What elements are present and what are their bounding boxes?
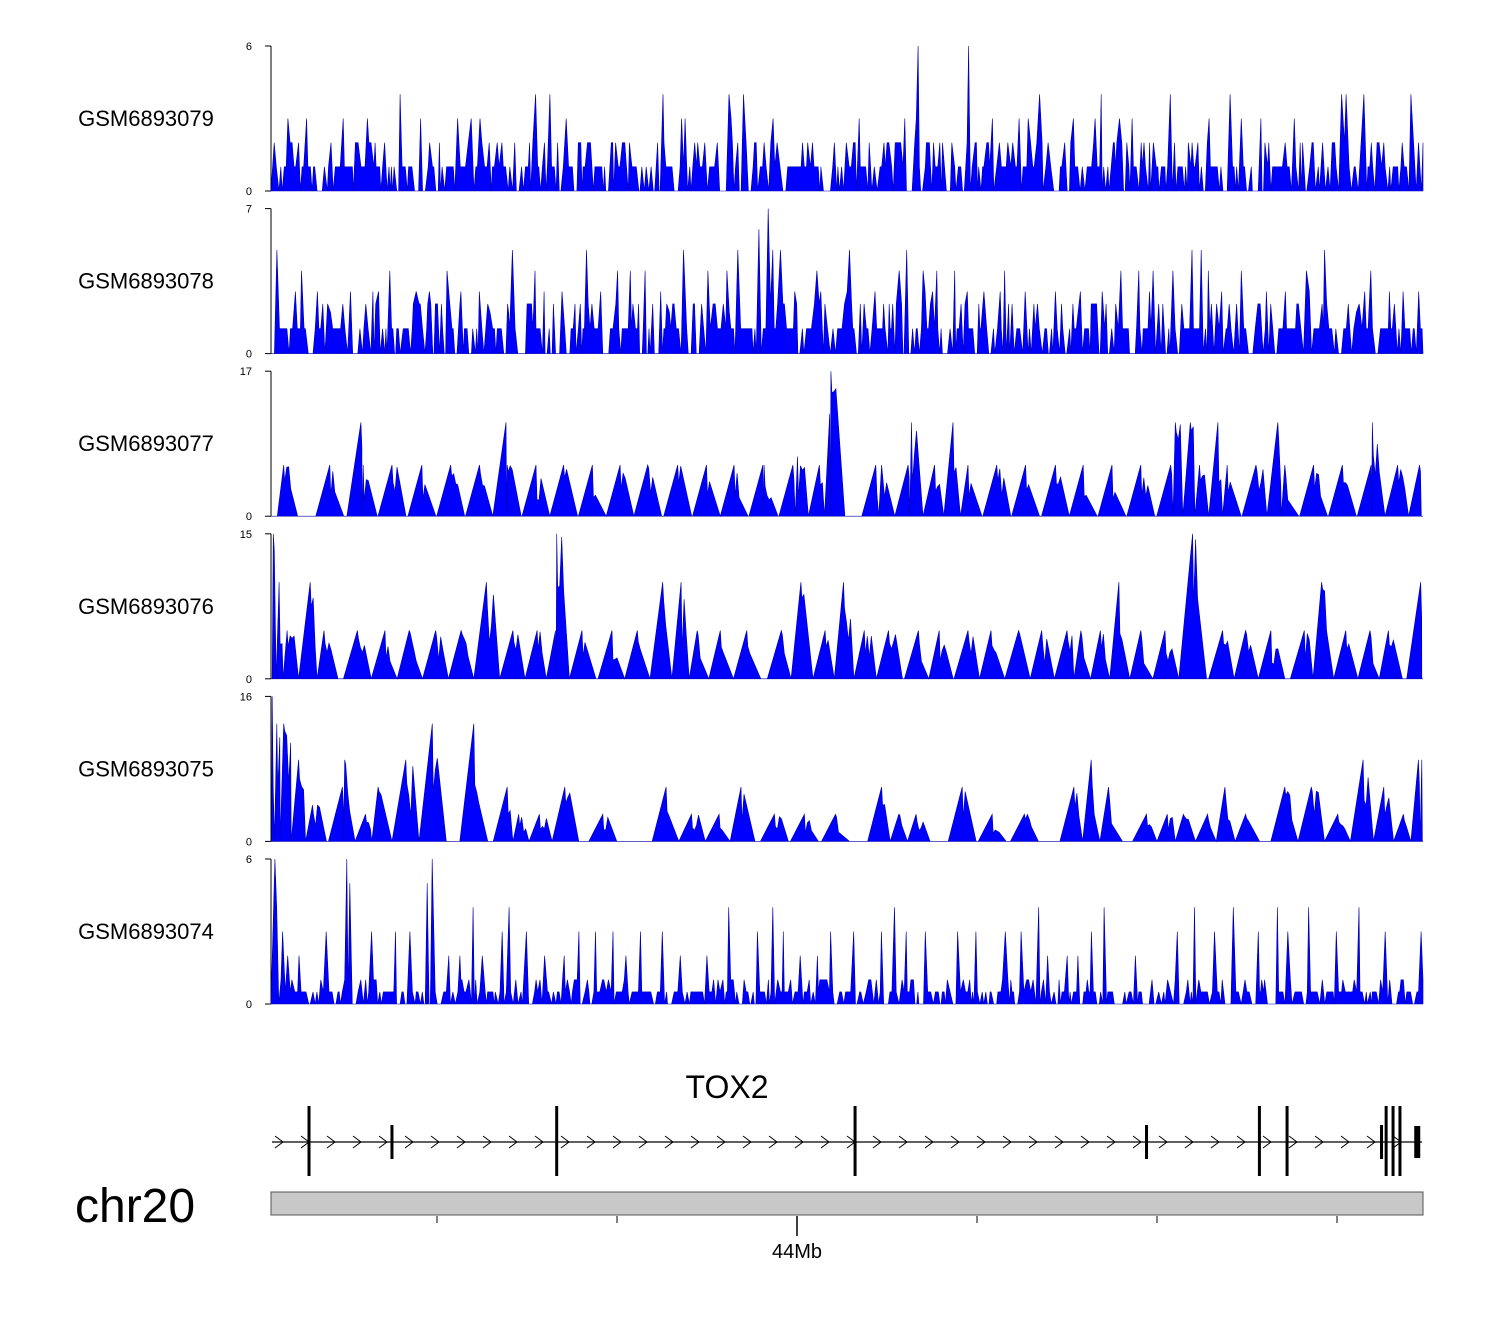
track-label: GSM6893076 xyxy=(78,594,214,619)
y-max-label: 15 xyxy=(240,529,252,541)
strand-arrow xyxy=(560,1135,570,1149)
exon xyxy=(1384,1106,1388,1176)
strand-arrow xyxy=(1002,1135,1012,1149)
gene-exons xyxy=(307,1106,1421,1176)
strand-arrow xyxy=(1132,1135,1142,1149)
strand-arrow xyxy=(924,1135,934,1149)
strand-arrow xyxy=(1262,1135,1272,1149)
strand-arrow xyxy=(534,1135,544,1149)
strand-arrow xyxy=(612,1135,622,1149)
y-min-label: 0 xyxy=(246,674,252,686)
signal-area xyxy=(271,371,1423,518)
track-GSM6893075: GSM6893075 16 0 xyxy=(78,691,1423,848)
signal-area xyxy=(271,208,1424,354)
exon xyxy=(1391,1106,1395,1176)
strand-arrow xyxy=(872,1135,882,1149)
strand-arrow xyxy=(352,1135,362,1149)
strand-arrow xyxy=(1340,1135,1350,1149)
y-max-label: 6 xyxy=(246,41,252,53)
strand-arrow xyxy=(1288,1135,1298,1149)
strand-arrow xyxy=(690,1135,700,1149)
strand-arrow xyxy=(768,1135,778,1149)
strand-arrow xyxy=(456,1135,466,1149)
exon xyxy=(1145,1125,1149,1159)
y-min-label: 0 xyxy=(246,999,252,1011)
track-label: GSM6893078 xyxy=(78,269,214,294)
signal-tracks: GSM689307960GSM689307870GSM6893077170GSM… xyxy=(78,41,1424,1011)
strand-arrow xyxy=(638,1135,648,1149)
y-min-label: 0 xyxy=(246,836,252,848)
exon xyxy=(390,1125,394,1159)
track-GSM6893076: GSM6893076 15 0 xyxy=(78,529,1423,686)
y-max-label: 16 xyxy=(240,691,252,703)
strand-arrow xyxy=(742,1135,752,1149)
y-max-label: 17 xyxy=(240,366,252,378)
strand-arrow xyxy=(898,1135,908,1149)
strand-arrow xyxy=(586,1135,596,1149)
strand-arrow xyxy=(482,1135,492,1149)
signal-area xyxy=(271,533,1423,680)
strand-arrow xyxy=(508,1135,518,1149)
strand-arrow xyxy=(1158,1135,1168,1149)
strand-arrow xyxy=(664,1135,674,1149)
chromosome-axis: chr20 44Mb xyxy=(75,1180,1424,1263)
strand-arrow xyxy=(820,1135,830,1149)
track-GSM6893079: GSM6893079 6 0 xyxy=(78,41,1424,198)
track-label: GSM6893079 xyxy=(78,106,214,131)
y-min-label: 0 xyxy=(246,511,252,523)
track-GSM6893074: GSM6893074 6 0 xyxy=(78,854,1424,1011)
signal-area xyxy=(270,858,1424,1005)
strand-arrow xyxy=(1314,1135,1324,1149)
exon xyxy=(555,1106,559,1176)
strand-arrow xyxy=(1236,1135,1246,1149)
strand-arrow xyxy=(274,1135,284,1149)
strand-arrow xyxy=(404,1135,414,1149)
exon xyxy=(853,1106,857,1176)
signal-area xyxy=(271,696,1423,843)
chromosome-label: chr20 xyxy=(75,1180,195,1233)
chromosome-ideogram xyxy=(270,1191,1424,1216)
gene-label: TOX2 xyxy=(686,1069,769,1105)
track-GSM6893077: GSM6893077 17 0 xyxy=(78,366,1423,523)
exon xyxy=(1257,1106,1261,1176)
strand-arrow xyxy=(430,1135,440,1149)
strand-arrow xyxy=(976,1135,986,1149)
strand-arrow xyxy=(950,1135,960,1149)
y-max-label: 7 xyxy=(246,204,252,216)
axis-ticks xyxy=(436,1216,1338,1236)
track-GSM6893078: GSM6893078 7 0 xyxy=(78,204,1424,361)
exon xyxy=(1380,1125,1384,1159)
y-max-label: 6 xyxy=(246,854,252,866)
strand-arrow xyxy=(1210,1135,1220,1149)
strand-arrow xyxy=(1028,1135,1038,1149)
gene-track: TOX2 xyxy=(272,1069,1422,1176)
strand-arrow xyxy=(326,1135,336,1149)
signal-area xyxy=(270,45,1424,192)
strand-arrow xyxy=(1080,1135,1090,1149)
exon xyxy=(307,1106,311,1176)
track-label: GSM6893075 xyxy=(78,756,214,781)
exon xyxy=(1414,1126,1421,1158)
strand-arrow xyxy=(1054,1135,1064,1149)
strand-arrow xyxy=(378,1135,388,1149)
strand-arrow xyxy=(1106,1135,1116,1149)
strand-arrow xyxy=(794,1135,804,1149)
strand-arrow xyxy=(1366,1135,1376,1149)
track-label: GSM6893074 xyxy=(78,919,214,944)
strand-arrows xyxy=(274,1135,1402,1149)
x-tick-label-44mb: 44Mb xyxy=(772,1241,822,1263)
y-min-label: 0 xyxy=(246,349,252,361)
strand-arrow xyxy=(1184,1135,1194,1149)
y-min-label: 0 xyxy=(246,186,252,198)
track-label: GSM6893077 xyxy=(78,431,214,456)
exon xyxy=(1398,1106,1402,1176)
exon xyxy=(1285,1106,1289,1176)
strand-arrow xyxy=(716,1135,726,1149)
